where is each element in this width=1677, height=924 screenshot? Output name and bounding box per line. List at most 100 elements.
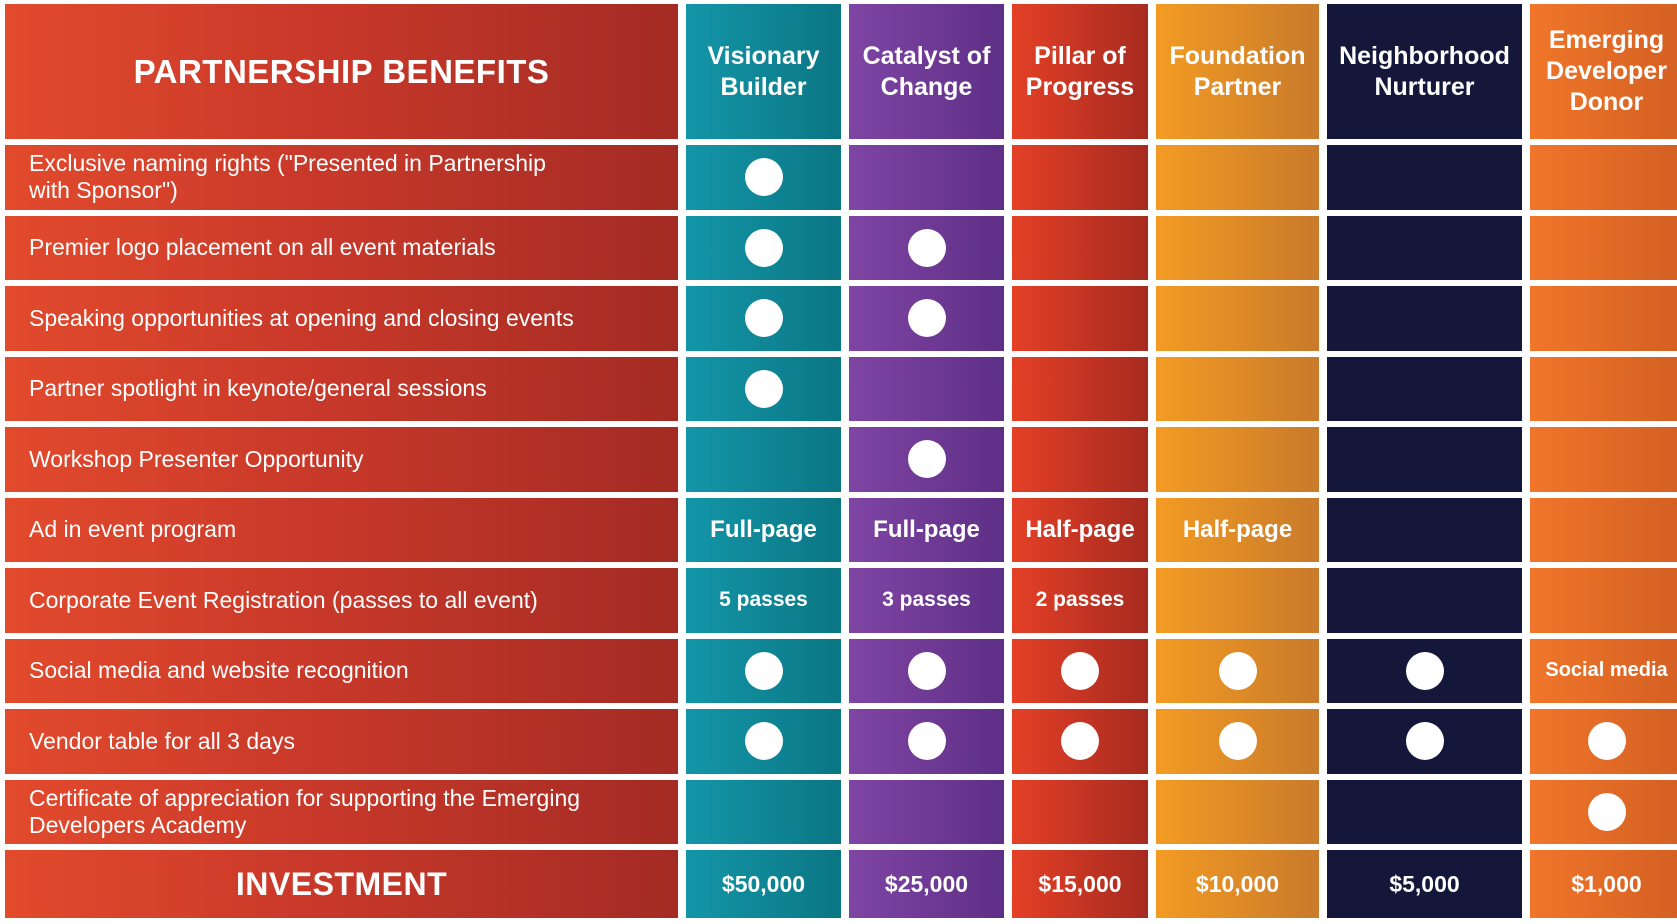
benefit-label: Partner spotlight in keynote/general ses… [29,375,487,402]
benefit-label-cell: Vendor table for all 3 days [5,709,678,774]
included-dot-icon [744,651,783,690]
price-value: $50,000 [721,870,806,897]
included-dot-icon [744,722,783,761]
benefit-cell-visionary-builder [686,427,841,492]
benefit-cell-pillar-of-progress [1012,427,1148,492]
benefit-cell-neighborhood-nurturer [1327,145,1522,210]
tier-name: Foundation Partner [1169,41,1306,101]
benefit-cell-neighborhood-nurturer [1327,497,1522,562]
benefit-cell-visionary-builder [686,145,841,210]
benefit-cell-pillar-of-progress [1012,709,1148,774]
tier-name: Pillar of Progress [1025,41,1135,101]
benefit-cell-emerging-developer-donor [1530,709,1677,774]
benefit-cell-neighborhood-nurturer [1327,215,1522,280]
benefit-label: Social media and website recognition [29,657,409,684]
benefit-cell-foundation-partner [1156,709,1319,774]
header-title-cell: PARTNERSHIP BENEFITS [5,4,678,139]
price-value: $1,000 [1571,870,1642,897]
benefit-cell-emerging-developer-donor [1530,497,1677,562]
benefit-cell-foundation-partner [1156,286,1319,351]
benefit-cell-emerging-developer-donor [1530,145,1677,210]
benefit-cell-catalyst-of-change [849,145,1004,210]
benefit-cell-neighborhood-nurturer [1327,286,1522,351]
benefit-cell-emerging-developer-donor [1530,427,1677,492]
benefit-cell-visionary-builder [686,779,841,844]
included-dot-icon [1405,722,1444,761]
tier-name: Neighborhood Nurturer [1339,41,1510,101]
benefit-label: Certificate of appreciation for supporti… [29,784,581,838]
benefit-cell-pillar-of-progress [1012,145,1148,210]
included-dot-icon [1061,651,1099,690]
included-dot-icon [907,440,946,479]
price-value: $10,000 [1195,870,1280,897]
included-dot-icon [907,722,946,761]
investment-price-neighborhood-nurturer: $5,000 [1327,850,1522,918]
benefit-cell-emerging-developer-donor [1530,356,1677,421]
benefit-cell-catalyst-of-change [849,356,1004,421]
benefit-cell-foundation-partner [1156,427,1319,492]
benefit-cell-foundation-partner [1156,638,1319,703]
included-dot-icon [744,299,783,338]
benefit-cell-visionary-builder [686,638,841,703]
benefit-value: 5 passes [719,588,808,612]
investment-price-emerging-developer-donor: $1,000 [1530,850,1677,918]
investment-label: INVESTMENT [235,865,448,902]
investment-price-visionary-builder: $50,000 [686,850,841,918]
tier-header-pillar-of-progress: Pillar of Progress [1012,4,1148,139]
included-dot-icon [744,228,783,267]
benefit-label-cell: Premier logo placement on all event mate… [5,215,678,280]
tier-header-emerging-developer-donor: Emerging Developer Donor [1530,4,1677,139]
tier-name: Catalyst of Change [862,41,991,101]
benefit-cell-catalyst-of-change: Full-page [849,497,1004,562]
benefit-cell-neighborhood-nurturer [1327,356,1522,421]
tier-header-foundation-partner: Foundation Partner [1156,4,1319,139]
included-dot-icon [907,651,946,690]
investment-price-foundation-partner: $10,000 [1156,850,1319,918]
benefit-cell-neighborhood-nurturer [1327,427,1522,492]
included-dot-icon [1587,792,1626,831]
tier-header-visionary-builder: Visionary Builder [686,4,841,139]
benefit-value: 3 passes [882,588,971,612]
tier-name: Visionary Builder [707,41,820,101]
price-value: $5,000 [1389,870,1460,897]
tier-header-neighborhood-nurturer: Neighborhood Nurturer [1327,4,1522,139]
benefit-cell-pillar-of-progress: Half-page [1012,497,1148,562]
benefit-cell-pillar-of-progress [1012,779,1148,844]
benefit-value: Full-page [710,515,817,543]
benefit-cell-visionary-builder [686,215,841,280]
benefit-cell-catalyst-of-change [849,779,1004,844]
benefit-cell-emerging-developer-donor [1530,286,1677,351]
benefit-cell-foundation-partner: Half-page [1156,497,1319,562]
benefit-label-cell: Ad in event program [5,497,678,562]
benefit-cell-pillar-of-progress [1012,356,1148,421]
benefit-cell-visionary-builder: Full-page [686,497,841,562]
benefit-label: Speaking opportunities at opening and cl… [29,304,574,331]
included-dot-icon [907,228,946,267]
investment-price-catalyst-of-change: $25,000 [849,850,1004,918]
benefit-cell-catalyst-of-change [849,638,1004,703]
benefit-cell-foundation-partner [1156,779,1319,844]
benefit-label-cell: Workshop Presenter Opportunity [5,427,678,492]
benefit-value: Half-page [1025,515,1135,543]
benefit-cell-neighborhood-nurturer [1327,779,1522,844]
benefit-cell-neighborhood-nurturer [1327,638,1522,703]
benefit-cell-catalyst-of-change [849,427,1004,492]
benefit-label-cell: Partner spotlight in keynote/general ses… [5,356,678,421]
included-dot-icon [907,299,946,338]
benefit-cell-visionary-builder [686,356,841,421]
benefit-label: Vendor table for all 3 days [29,727,295,754]
included-dot-icon [1587,722,1626,761]
price-value: $15,000 [1038,870,1122,897]
benefit-label: Ad in event program [29,516,237,543]
tier-header-catalyst-of-change: Catalyst of Change [849,4,1004,139]
benefit-cell-foundation-partner [1156,215,1319,280]
benefit-label-cell: Speaking opportunities at opening and cl… [5,286,678,351]
benefit-cell-catalyst-of-change: 3 passes [849,568,1004,633]
benefit-label-cell: Social media and website recognition [5,638,678,703]
benefit-label: Premier logo placement on all event mate… [29,234,496,261]
benefit-cell-catalyst-of-change [849,215,1004,280]
investment-label-cell: INVESTMENT [5,850,678,918]
included-dot-icon [1061,722,1099,761]
benefit-cell-emerging-developer-donor [1530,779,1677,844]
